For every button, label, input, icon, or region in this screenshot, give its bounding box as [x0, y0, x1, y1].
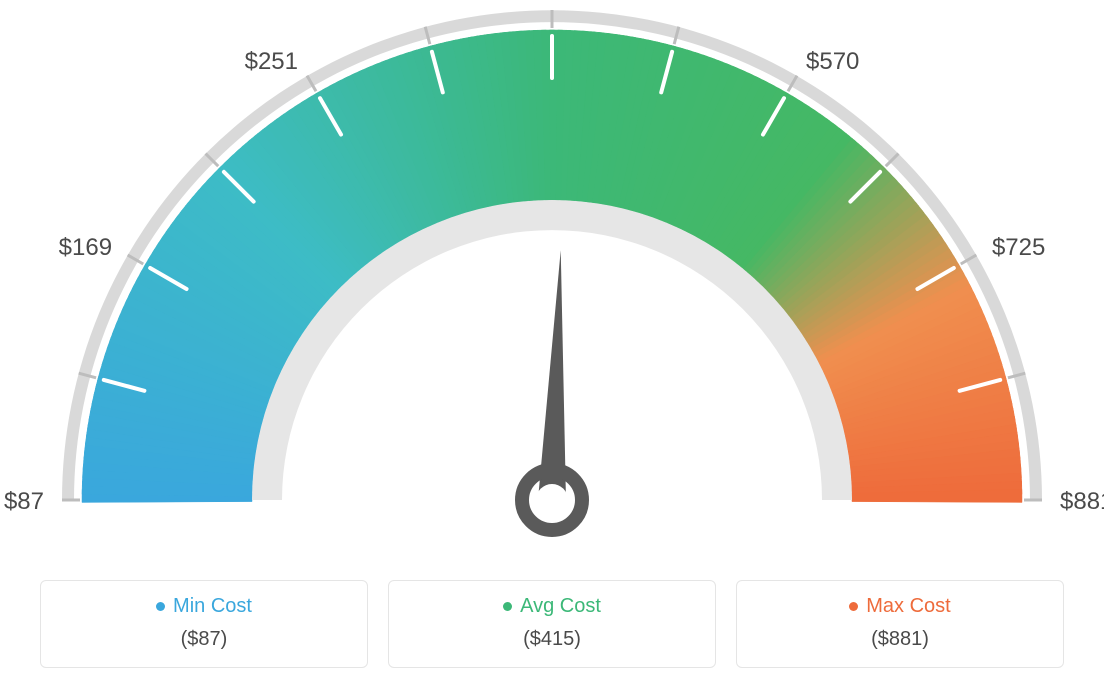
- gauge-tick-label: $570: [806, 48, 859, 76]
- legend-min-label: Min Cost: [173, 595, 252, 618]
- gauge-tick-label: $725: [992, 234, 1045, 262]
- gauge-area: $87$169$251$415$570$725$881: [0, 0, 1104, 560]
- legend-max-value: ($881): [747, 628, 1053, 651]
- legend-min-box: Min Cost ($87): [40, 580, 368, 668]
- legend-max-dot: [849, 602, 858, 611]
- legend-avg-value: ($415): [399, 628, 705, 651]
- legend-avg-box: Avg Cost ($415): [388, 580, 716, 668]
- legend-max-label: Max Cost: [866, 595, 950, 618]
- gauge-tick-label: $87: [4, 488, 44, 516]
- gauge-tick-label: $251: [245, 48, 298, 76]
- legend-min-value: ($87): [51, 628, 357, 651]
- legend: Min Cost ($87) Avg Cost ($415) Max Cost …: [40, 580, 1064, 668]
- legend-avg-title: Avg Cost: [503, 595, 601, 618]
- legend-min-title: Min Cost: [156, 595, 252, 618]
- gauge-tick-label: $881: [1060, 488, 1104, 516]
- legend-max-box: Max Cost ($881): [736, 580, 1064, 668]
- legend-min-dot: [156, 602, 165, 611]
- legend-max-title: Max Cost: [849, 595, 950, 618]
- gauge-tick-label: $169: [59, 234, 112, 262]
- gauge-svg: [0, 0, 1104, 560]
- legend-avg-dot: [503, 602, 512, 611]
- cost-gauge-chart: $87$169$251$415$570$725$881 Min Cost ($8…: [0, 0, 1104, 690]
- legend-avg-label: Avg Cost: [520, 595, 601, 618]
